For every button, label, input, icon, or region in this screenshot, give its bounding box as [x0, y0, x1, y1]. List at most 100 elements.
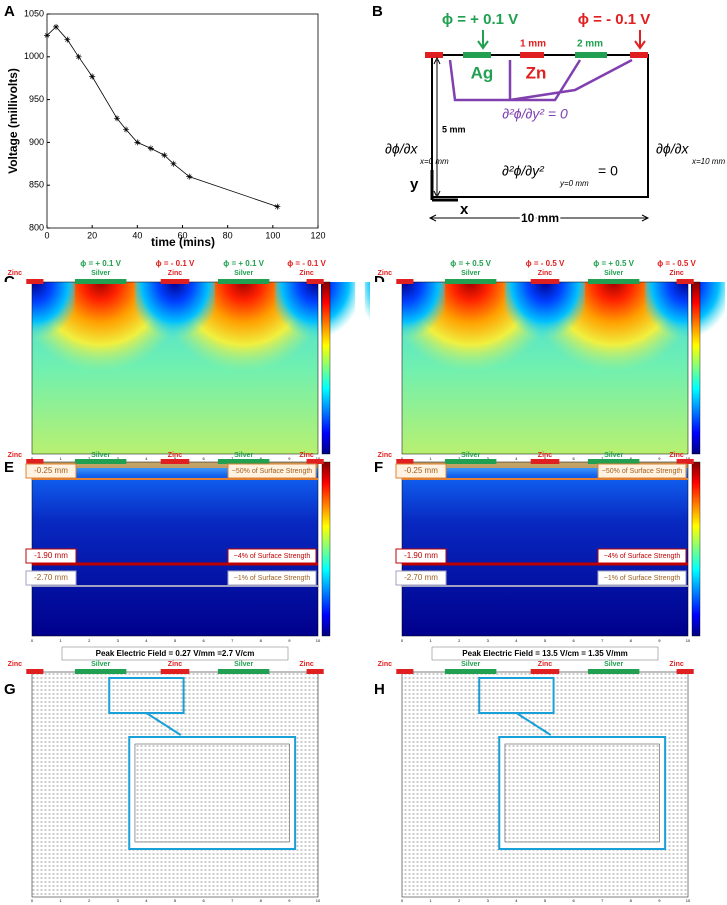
electrode-label: Zinc [8, 270, 22, 277]
x-tick-label: 6 [572, 638, 575, 643]
marker [53, 23, 60, 30]
x-tick-label: 80 [223, 230, 233, 240]
x-tick-label: 2 [88, 456, 91, 461]
x-tick-label: 3 [117, 898, 120, 903]
silver-electrode [74, 459, 127, 464]
depth-label: -2.70 mm [404, 573, 438, 582]
x-tick-label: 9 [288, 638, 291, 643]
marker [114, 115, 121, 122]
strength-label: ~50% of Surface Strength [602, 468, 682, 475]
surface-band [32, 462, 318, 468]
y-tick-label: 850 [29, 180, 44, 190]
marker [89, 73, 96, 80]
silver-electrode [575, 52, 607, 58]
x-tick-label: 8 [260, 456, 263, 461]
x-tick-label: 5 [174, 898, 177, 903]
potential-label: ϕ = + 0.1 V [442, 11, 518, 28]
depth-box [395, 548, 447, 564]
arrow [448, 58, 633, 102]
x-tick-label: 1 [59, 898, 62, 903]
electrode-label: Zinc [168, 661, 182, 668]
electrode-label: Zinc [669, 270, 683, 277]
zinc-electrode [26, 279, 44, 284]
x-tick-label: 7 [231, 898, 234, 903]
zinc-electrode [530, 669, 560, 674]
zinc-electrode [676, 459, 694, 464]
silver-electrode [587, 279, 640, 284]
x-axis-label: time (mins) [151, 235, 215, 249]
x-tick-label: 10 [686, 638, 691, 643]
x-tick-label: 0 [31, 898, 34, 903]
zinc-electrode [530, 279, 560, 284]
silver-electrode [444, 279, 497, 284]
peak-box [61, 646, 289, 661]
strength-label: ~4% of Surface Strength [604, 553, 681, 560]
marker [147, 145, 154, 152]
potential-label: ϕ = - 0.5 V [526, 259, 565, 268]
y-axis-label: Voltage (millivolts) [6, 68, 20, 174]
strength-label: ~50% of Surface Strength [232, 468, 312, 475]
x-tick-label: 8 [630, 898, 633, 903]
zinc-electrode [676, 279, 694, 284]
strength-box [597, 463, 687, 479]
y-axis-label: y [410, 176, 419, 193]
dimension-arrow [428, 214, 650, 222]
silver-electrode [444, 669, 497, 674]
x-tick-label: 10 [686, 898, 691, 903]
x-tick-label: 8 [260, 898, 263, 903]
depth-box [395, 570, 447, 586]
height-label: 5 mm [442, 124, 466, 134]
x-tick-label: 4 [145, 898, 148, 903]
x-tick-label: 9 [288, 898, 291, 903]
silver-electrode [217, 459, 270, 464]
peak-box [431, 646, 659, 661]
marker [186, 173, 193, 180]
cold-lobe [645, 282, 726, 377]
zinc-electrode [676, 669, 694, 674]
x-tick-label: 4 [145, 638, 148, 643]
boundary-subscript: y=0 mm [559, 179, 589, 188]
x-tick-label: 120 [310, 230, 325, 240]
depth-label: -1.90 mm [404, 551, 438, 560]
x-tick-label: 7 [601, 898, 604, 903]
x-tick-label: 7 [601, 456, 604, 461]
electrode-label: Zinc [378, 661, 392, 668]
boundary-condition: ∂ϕ/∂x [385, 141, 419, 157]
x-tick-label: 9 [658, 638, 661, 643]
mask [370, 282, 402, 454]
x-axis-label: x [460, 201, 469, 218]
cold-lobe [275, 282, 356, 377]
x-tick-label: 4 [515, 898, 518, 903]
panel-label: E [4, 459, 14, 476]
zinc-electrode [160, 279, 190, 284]
x-tick-label: 5 [174, 638, 177, 643]
electrode-label: Silver [604, 452, 623, 459]
electrode-label: Zinc [669, 661, 683, 668]
x-tick-label: 3 [487, 456, 490, 461]
colorbar [321, 281, 331, 455]
electrode-label: Silver [604, 661, 623, 668]
depth-label: -2.70 mm [34, 573, 68, 582]
strength-box [227, 548, 317, 564]
x-tick-label: 0 [401, 456, 404, 461]
x-tick-label: 2 [458, 456, 461, 461]
x-tick-label: 3 [487, 898, 490, 903]
y-tick-label: 950 [29, 94, 44, 104]
electrode-label: Zinc [168, 270, 182, 277]
zinc-electrode [26, 459, 44, 464]
arrow [477, 30, 489, 50]
electrode-label: Silver [234, 452, 253, 459]
y-tick-label: 900 [29, 137, 44, 147]
laplace-equation: ∂²ϕ/∂y² = 0 [502, 106, 568, 122]
strength-box [227, 570, 317, 586]
potential-label: ϕ = + 0.5 V [450, 259, 491, 268]
x-tick-label: 0 [401, 638, 404, 643]
x-tick-label: 1 [429, 638, 432, 643]
electrode-label: Silver [461, 661, 480, 668]
x-tick-label: 4 [515, 456, 518, 461]
zinc-electrode [160, 459, 190, 464]
x-tick-label: 8 [630, 638, 633, 643]
zinc-electrode [306, 459, 324, 464]
panel-label: C [4, 273, 15, 290]
silver-label: Ag [471, 63, 494, 82]
